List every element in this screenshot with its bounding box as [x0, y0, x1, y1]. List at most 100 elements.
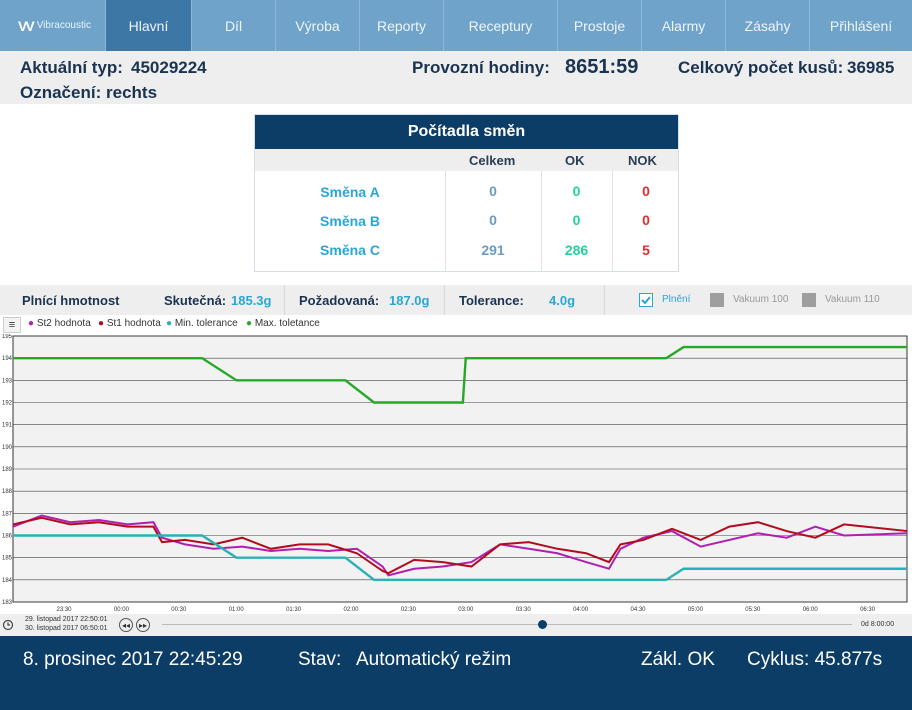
- vakuum-110-label: Vakuum 110: [825, 294, 880, 305]
- plneni-checkbox[interactable]: [639, 293, 653, 307]
- x-tick-label: 01:00: [229, 607, 245, 613]
- required-weight-label: Požadovaná:: [299, 293, 380, 308]
- range-start: 29. listopad 2017 22:50:01: [25, 616, 108, 623]
- y-tick-label: 193: [2, 378, 13, 384]
- logo-mark-icon: VV: [18, 17, 35, 34]
- x-tick-label: 05:00: [688, 607, 704, 613]
- shift-a-label: Směna A: [320, 184, 380, 200]
- rewind-button[interactable]: ◂◂: [119, 618, 133, 632]
- series-line-4: [13, 345, 907, 404]
- shift-b-total: 0: [489, 212, 497, 228]
- nav-item-hlavni[interactable]: Hlavní: [105, 0, 191, 51]
- x-tick-label: 06:00: [803, 607, 819, 613]
- col-header-ok: OK: [565, 153, 585, 168]
- shift-a-nok: 0: [642, 183, 650, 199]
- total-count-value: 36985: [847, 58, 895, 77]
- legend-item-min-tolerance[interactable]: ● Min. tolerance: [166, 318, 238, 329]
- history-icon[interactable]: [2, 619, 14, 631]
- cycle-time: Cyklus: 45.877s: [747, 649, 883, 670]
- checkmark-icon: [641, 296, 651, 305]
- shift-c-ok: 286: [564, 242, 589, 258]
- chart-legend: ≡ ● St2 hodnota ● St1 hodnota ● Min. tol…: [0, 315, 912, 334]
- nav-item-zasahy[interactable]: Zásahy: [725, 0, 809, 51]
- base-status: Zákl. OK: [641, 649, 715, 670]
- shift-b-label: Směna B: [320, 213, 380, 229]
- x-tick-label: 03:00: [458, 607, 474, 613]
- legend-label-min-tolerance: Min. tolerance: [174, 318, 238, 329]
- nav-item-reporty[interactable]: Reporty: [359, 0, 443, 51]
- nav-item-alarmy[interactable]: Alarmy: [641, 0, 725, 51]
- nav-item-dil[interactable]: Díl: [191, 0, 275, 51]
- actual-weight-label: Skutečná:: [164, 293, 227, 308]
- nav-item-prostoje[interactable]: Prostoje: [557, 0, 641, 51]
- vakuum-110-checkbox[interactable]: [802, 293, 816, 307]
- shift-a-ok: 0: [572, 183, 581, 199]
- nav-item-receptury[interactable]: Receptury: [443, 0, 557, 51]
- series-line-1: [12, 514, 908, 577]
- legend-item-max-tolerance[interactable]: ● Max. toletance: [246, 318, 320, 329]
- shift-counters-table: Počítadla směn Celkem OK NOK Směna A 0 0…: [254, 114, 679, 272]
- total-count-label: Celkový počet kusů:: [678, 58, 844, 77]
- operating-hours-value: 8651:59: [565, 56, 639, 78]
- y-tick-label: 195: [2, 334, 13, 340]
- series-line-3: [13, 534, 907, 582]
- shift-b-ok: 0: [572, 212, 581, 228]
- x-tick-label: 00:30: [171, 607, 187, 613]
- shift-counters-body: Směna A 0 0 0 Směna B 0 0 0 Směna C 291 …: [255, 171, 678, 272]
- chart-menu-button[interactable]: ≡: [3, 317, 21, 333]
- x-tick-label: 04:00: [573, 607, 589, 613]
- time-navigation-bar: 29. listopad 2017 22:50:01 30. listopad …: [0, 614, 912, 636]
- x-tick-label: 03:30: [516, 607, 532, 613]
- state-value: Automatický režim: [356, 649, 512, 670]
- actual-weight-value: 185.3g: [231, 293, 272, 308]
- time-slider-track[interactable]: [162, 624, 852, 625]
- legend-dot-icon: ●: [98, 318, 105, 329]
- vakuum-100-label: Vakuum 100: [733, 294, 789, 305]
- shift-c-label: Směna C: [320, 242, 380, 258]
- x-tick-label: 01:30: [286, 607, 302, 613]
- rewind-icon: ◂◂: [121, 620, 131, 630]
- legend-label-st1: St1 hodnota: [106, 318, 161, 329]
- y-tick-label: 191: [2, 423, 13, 429]
- state-label: Stav:: [298, 649, 342, 670]
- shift-c-total: 291: [481, 242, 505, 258]
- x-tick-label: 04:30: [630, 607, 646, 613]
- fill-weight-chart: 183 184 185 186 187 188 189 190 191 192 193 194 195 2…: [2, 334, 908, 613]
- y-tick-label: 192: [2, 401, 13, 407]
- fill-weight-strip: Plnící hmotnost Skutečná: 185.3g Požadov…: [0, 285, 912, 315]
- forward-button[interactable]: ▸▸: [136, 618, 150, 632]
- col-header-total: Celkem: [469, 153, 516, 168]
- y-tick-label: 183: [2, 600, 13, 606]
- shift-b-nok: 0: [642, 212, 650, 228]
- range-duration: 0d 8:00:00: [861, 621, 895, 628]
- y-tick-label: 185: [2, 556, 13, 562]
- x-tick-label: 02:00: [343, 607, 359, 613]
- top-navigation: VV Vibracoustic Hlavní Díl Výroba Report…: [0, 0, 912, 51]
- nav-item-prihlaseni[interactable]: Přihlášení: [809, 0, 912, 51]
- x-tick-label: 00:00: [114, 607, 130, 613]
- info-bar: Aktuální typ: 45029224 Označení: rechts …: [0, 51, 912, 104]
- legend-label-max-tolerance: Max. toletance: [254, 318, 320, 329]
- y-tick-label: 189: [2, 467, 13, 473]
- tolerance-value: 4.0g: [549, 293, 576, 308]
- legend-item-st2[interactable]: ● St2 hodnota: [28, 318, 91, 329]
- time-slider-thumb[interactable]: [537, 620, 547, 629]
- legend-item-st1[interactable]: ● St1 hodnota: [98, 318, 161, 329]
- x-tick-label: 06:30: [860, 607, 876, 613]
- y-tick-label: 184: [2, 578, 13, 584]
- shift-counters-title: Počítadla směn: [255, 115, 678, 149]
- shift-c-nok: 5: [642, 242, 650, 258]
- required-weight-value: 187.0g: [389, 293, 430, 308]
- status-footer: 8. prosinec 2017 22:45:29 Stav: Automati…: [0, 636, 912, 710]
- hamburger-icon: ≡: [8, 319, 16, 331]
- legend-dot-icon: ●: [246, 318, 253, 329]
- operating-hours-label: Provozní hodiny:: [412, 58, 550, 77]
- legend-label-st2: St2 hodnota: [36, 318, 91, 329]
- nav-item-vyroba[interactable]: Výroba: [275, 0, 359, 51]
- plneni-label: Plnění: [662, 294, 691, 305]
- current-type-value: 45029224: [131, 58, 207, 77]
- current-datetime: 8. prosinec 2017 22:45:29: [23, 649, 243, 670]
- designation-label: Označení:: [20, 83, 102, 102]
- vakuum-100-checkbox[interactable]: [710, 293, 724, 307]
- y-tick-label: 194: [2, 356, 13, 362]
